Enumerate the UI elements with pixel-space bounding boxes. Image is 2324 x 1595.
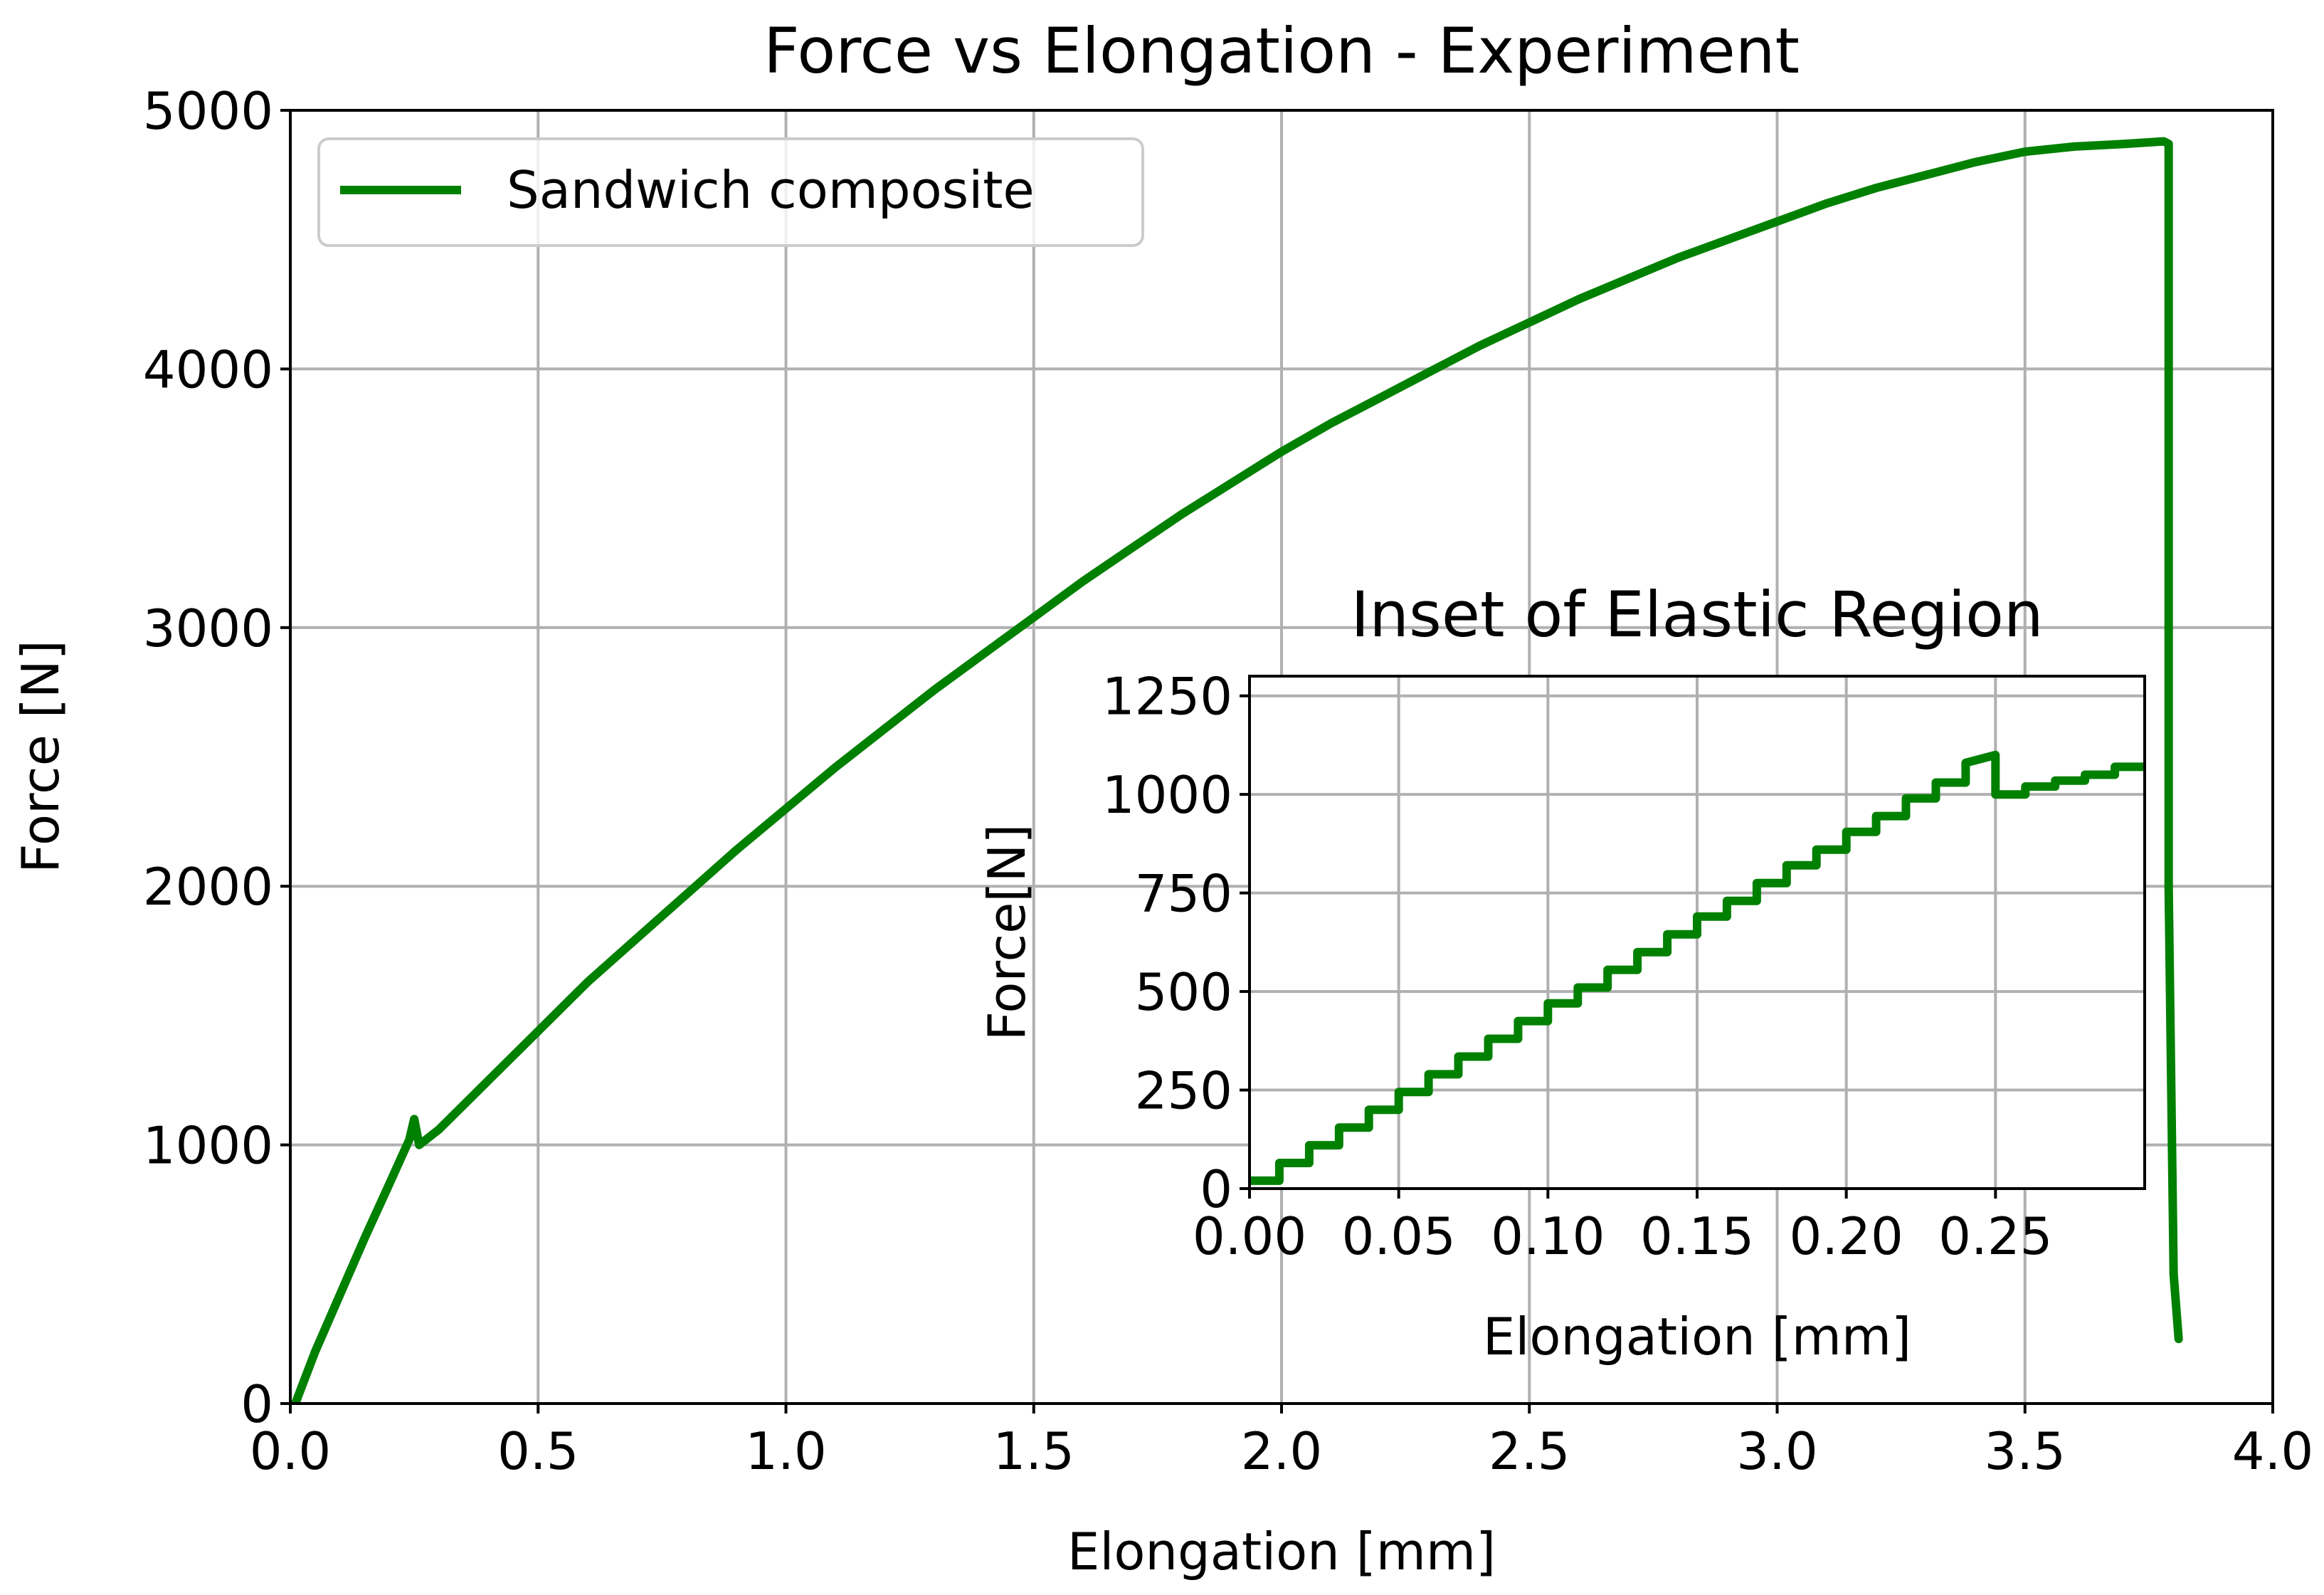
inset-series-line-0 (1250, 750, 2145, 1185)
main-x-tick-label: 1.5 (993, 1421, 1074, 1481)
main-y-tick-label: 1000 (143, 1116, 273, 1176)
inset-x-tick-label: 0.25 (1938, 1206, 2052, 1266)
inset-y-tick-label: 500 (1135, 962, 1232, 1022)
main-y-ticks: 0 1000 2000 3000 4000 5000 (143, 81, 290, 1434)
main-chart-title: Force vs Elongation - Experiment (764, 14, 1800, 88)
main-x-tick-label: 0.0 (250, 1421, 332, 1481)
main-y-tick-label: 3000 (143, 599, 273, 658)
inset-series (1250, 750, 2145, 1185)
main-x-tick-label: 3.0 (1736, 1421, 1818, 1481)
inset-y-axis-label: Force[N] (977, 824, 1037, 1041)
inset-y-tick-label: 750 (1135, 864, 1232, 924)
inset-chart-title: Inset of Elastic Region (1351, 578, 2043, 651)
inset-x-tick-label: 0.05 (1342, 1206, 1456, 1266)
main-series-line-0 (291, 137, 2183, 1404)
inset-x-tick-label: 0.15 (1640, 1206, 1754, 1266)
main-y-axis-label: Force [N] (11, 640, 70, 873)
main-x-tick-label: 4.0 (2232, 1421, 2314, 1481)
main-x-tick-label: 2.5 (1489, 1421, 1570, 1481)
inset-y-tick-label: 0 (1200, 1159, 1232, 1219)
main-y-tick-label: 5000 (143, 81, 273, 141)
main-x-tick-label: 1.0 (745, 1421, 827, 1481)
inset-x-tick-label: 0.00 (1193, 1206, 1306, 1266)
inset-y-tick-label: 250 (1135, 1061, 1232, 1121)
legend-label: Sandwich composite (507, 160, 1035, 220)
legend-box (317, 137, 1144, 247)
main-x-tick-label: 0.5 (497, 1421, 579, 1481)
main-y-tick-label: 4000 (143, 339, 273, 399)
inset-x-tick-label: 0.20 (1790, 1206, 1903, 1266)
main-y-tick-label: 2000 (143, 857, 273, 917)
inset-y-tick-label: 1250 (1102, 667, 1232, 727)
inset-x-axis-label: Elongation [mm] (1483, 1307, 1911, 1367)
main-x-axis-label: Elongation [mm] (1067, 1522, 1496, 1581)
inset-x-ticks: 0.00 0.05 0.10 0.15 0.20 0.25 (1193, 1189, 2052, 1266)
legend: Sandwich composite (317, 137, 1144, 247)
main-y-tick-label: 0 (241, 1374, 273, 1434)
main-x-ticks: 0.0 0.5 1.0 1.5 2.0 2.5 3.0 3.5 4.0 (250, 1404, 2314, 1481)
inset-y-ticks: 0 250 500 750 1000 1250 (1102, 667, 1250, 1219)
main-series (291, 137, 2183, 1404)
inset-y-tick-label: 1000 (1102, 765, 1232, 825)
inset-x-tick-label: 0.10 (1491, 1206, 1605, 1266)
main-x-tick-label: 2.0 (1241, 1421, 1323, 1481)
main-x-tick-label: 3.5 (1984, 1421, 2066, 1481)
